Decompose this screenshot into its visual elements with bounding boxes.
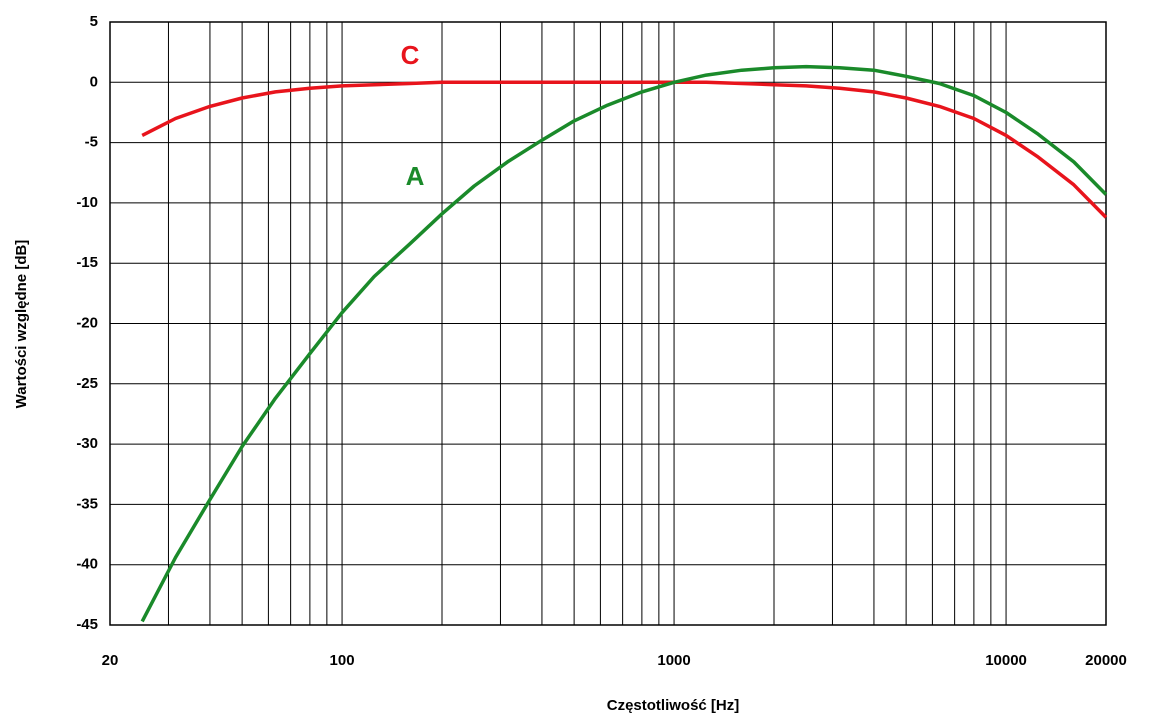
y-tick-label: -5 xyxy=(85,134,98,151)
x-tick-label: 100 xyxy=(330,652,355,669)
x-tick-label: 20 xyxy=(102,652,119,669)
y-tick-label: 5 xyxy=(90,13,98,30)
y-tick-label: -40 xyxy=(76,556,98,573)
series-line xyxy=(141,80,1108,219)
y-tick-label: -10 xyxy=(76,194,98,211)
y-axis-label: Wartości względne [dB] xyxy=(13,240,30,409)
y-tick-label: -45 xyxy=(76,616,98,633)
y-tick-label: 0 xyxy=(90,73,98,90)
series-label: C xyxy=(401,40,420,70)
x-axis-label: Częstotliwość [Hz] xyxy=(607,697,740,714)
series-line xyxy=(140,64,1108,623)
y-tick-label: -15 xyxy=(76,254,98,271)
series-label: A xyxy=(406,161,425,191)
x-tick-label: 20000 xyxy=(1085,652,1127,669)
y-tick-label: -20 xyxy=(76,314,98,331)
plot-border xyxy=(109,21,1107,626)
x-tick-label: 1000 xyxy=(657,652,690,669)
x-tick-label: 10000 xyxy=(985,652,1027,669)
y-tick-label: -25 xyxy=(76,375,98,392)
y-tick-label: -30 xyxy=(76,435,98,452)
y-tick-label: -35 xyxy=(76,495,98,512)
